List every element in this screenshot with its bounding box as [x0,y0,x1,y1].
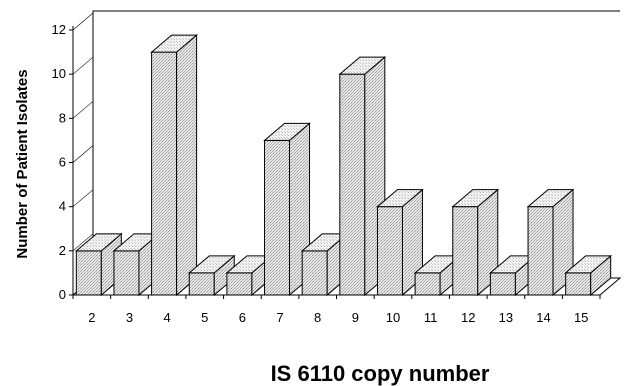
x-tick-label: 5 [201,310,208,325]
back-wall-edge [92,10,620,278]
bar-front [151,51,178,296]
y-tick-label: 6 [59,155,66,170]
x-tick-label: 11 [424,310,438,325]
x-tick-label: 13 [499,310,513,325]
bar-top [150,34,198,53]
bar-front [113,250,140,296]
bar-front [301,250,328,296]
bar-front [264,139,291,296]
y-axis: 0 2 4 6 8 10 12 [52,12,94,302]
x-tick-label: 2 [88,310,95,325]
y-tick-depth [72,145,94,163]
bar-top [564,255,613,274]
bar-top [376,189,424,208]
bar-top [74,233,123,252]
bars [74,34,613,297]
y-tick-depth [72,101,94,119]
bar [150,34,198,297]
bar-front [226,272,253,296]
x-tick-label: 8 [314,310,321,325]
y-tick-label: 12 [52,22,66,37]
x-tick-label: 15 [574,310,588,325]
x-tick-label: 12 [461,310,475,325]
y-tick-label: 4 [59,199,66,214]
bar-top [263,122,311,141]
x-tick-label: 10 [386,310,400,325]
bar [413,254,462,297]
bar [564,254,613,297]
bar-front [376,206,403,296]
bar-front [565,272,592,296]
x-tick-label: 6 [239,310,246,325]
bar-front [489,272,516,296]
y-tick-label: 2 [59,243,66,258]
bar-top [451,189,500,208]
y-tick-depth [72,189,94,207]
y-axis-label: Number of Patient Isolates [14,69,31,258]
bar-front [75,250,102,296]
x-tick-label: 14 [536,310,550,325]
y-tick-depth [72,12,94,31]
bar-front [527,206,554,296]
x-tick-label: 7 [276,310,283,325]
y-tick-label: 8 [59,110,66,125]
y-tick-label: 10 [52,66,66,81]
y-tick-depth [72,233,94,252]
x-tick-label: 3 [126,310,133,325]
bar [451,188,500,297]
x-axis-label: IS 6110 copy number [271,361,490,386]
bar-side [176,34,198,297]
x-tick-label: 4 [163,310,170,325]
bar-front [414,272,441,296]
x-tick-label: 9 [352,310,359,325]
bar [187,254,236,297]
bar-top [526,189,575,208]
bar-front [188,272,215,296]
bar-top [338,56,387,75]
bar-front [339,73,366,296]
bar-top [187,255,236,274]
y-tick-depth [72,56,94,75]
x-axis: 2 3 4 5 6 7 8 9 10 11 12 13 14 15 [72,295,601,325]
bar-front [452,206,479,296]
bar [526,188,575,297]
y-tick-label: 0 [59,287,66,302]
